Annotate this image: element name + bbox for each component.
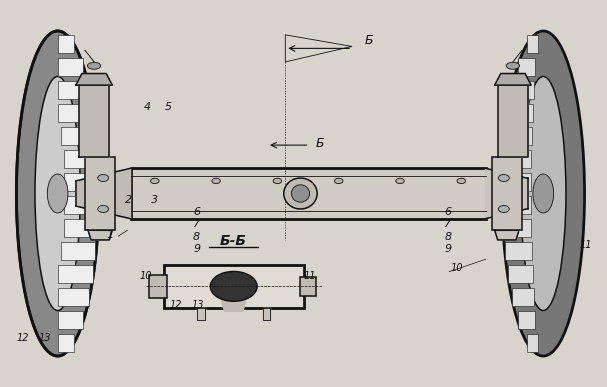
Polygon shape <box>508 265 532 283</box>
Text: 11: 11 <box>304 271 316 281</box>
Ellipse shape <box>502 31 585 356</box>
Circle shape <box>273 178 282 184</box>
Text: 9: 9 <box>444 244 452 254</box>
Polygon shape <box>506 242 532 260</box>
Circle shape <box>211 272 257 301</box>
Polygon shape <box>88 230 112 240</box>
Ellipse shape <box>521 77 566 310</box>
Polygon shape <box>58 265 93 283</box>
Polygon shape <box>197 308 205 320</box>
Polygon shape <box>64 173 98 191</box>
Circle shape <box>498 205 509 212</box>
Circle shape <box>457 178 466 184</box>
Text: 7: 7 <box>193 219 200 229</box>
Ellipse shape <box>47 174 68 213</box>
Text: 2: 2 <box>125 195 132 205</box>
Text: 7: 7 <box>444 219 452 229</box>
Polygon shape <box>527 334 538 352</box>
Bar <box>492 157 522 230</box>
Text: 12: 12 <box>17 333 30 343</box>
Bar <box>149 275 167 298</box>
Polygon shape <box>61 242 95 260</box>
Polygon shape <box>222 301 246 312</box>
Polygon shape <box>486 168 528 219</box>
Polygon shape <box>58 334 73 352</box>
Polygon shape <box>504 219 531 237</box>
Polygon shape <box>512 81 534 99</box>
Text: 10: 10 <box>451 263 464 273</box>
Circle shape <box>212 178 220 184</box>
Circle shape <box>151 178 159 184</box>
Bar <box>164 265 304 308</box>
Polygon shape <box>64 219 97 237</box>
Circle shape <box>334 178 343 184</box>
Text: Б-Б: Б-Б <box>220 234 247 248</box>
Bar <box>300 277 316 296</box>
Ellipse shape <box>533 174 554 213</box>
Polygon shape <box>61 127 95 145</box>
Text: 9: 9 <box>193 244 200 254</box>
Ellipse shape <box>87 62 101 69</box>
Text: 3: 3 <box>151 195 158 205</box>
Polygon shape <box>518 311 535 329</box>
Polygon shape <box>527 35 538 53</box>
Text: 13: 13 <box>191 300 204 310</box>
Polygon shape <box>58 311 83 329</box>
Polygon shape <box>506 127 532 145</box>
Circle shape <box>98 205 109 212</box>
Polygon shape <box>58 104 93 122</box>
Polygon shape <box>504 150 531 168</box>
Polygon shape <box>64 150 97 168</box>
Ellipse shape <box>291 185 310 202</box>
Polygon shape <box>498 85 528 157</box>
Polygon shape <box>512 288 534 306</box>
Text: 4: 4 <box>143 102 151 112</box>
Text: 11: 11 <box>580 240 592 250</box>
Text: 12: 12 <box>170 300 183 310</box>
Text: 10: 10 <box>139 271 152 281</box>
Text: 8: 8 <box>193 231 200 241</box>
Polygon shape <box>58 81 89 99</box>
Polygon shape <box>495 230 519 240</box>
Polygon shape <box>76 168 131 219</box>
Polygon shape <box>58 58 83 76</box>
Polygon shape <box>58 288 89 306</box>
Text: 1: 1 <box>106 230 114 240</box>
Ellipse shape <box>506 62 520 69</box>
Circle shape <box>98 175 109 182</box>
Polygon shape <box>503 173 531 191</box>
Ellipse shape <box>16 31 99 356</box>
Ellipse shape <box>283 178 317 209</box>
Polygon shape <box>64 196 98 214</box>
Polygon shape <box>503 196 531 214</box>
Polygon shape <box>76 74 112 85</box>
Bar <box>131 168 486 219</box>
Ellipse shape <box>35 77 80 310</box>
Polygon shape <box>508 104 532 122</box>
Polygon shape <box>58 35 73 53</box>
Text: 5: 5 <box>165 102 172 112</box>
Text: 6: 6 <box>193 207 200 217</box>
Circle shape <box>396 178 404 184</box>
Text: Б: Б <box>364 34 373 47</box>
Polygon shape <box>263 308 270 320</box>
Circle shape <box>498 175 509 182</box>
Polygon shape <box>518 58 535 76</box>
Text: Б: Б <box>316 137 324 151</box>
Polygon shape <box>79 85 109 157</box>
Bar <box>85 157 115 230</box>
Polygon shape <box>495 74 531 85</box>
Text: 8: 8 <box>444 231 452 241</box>
Text: 6: 6 <box>444 207 452 217</box>
Text: 13: 13 <box>38 333 51 343</box>
